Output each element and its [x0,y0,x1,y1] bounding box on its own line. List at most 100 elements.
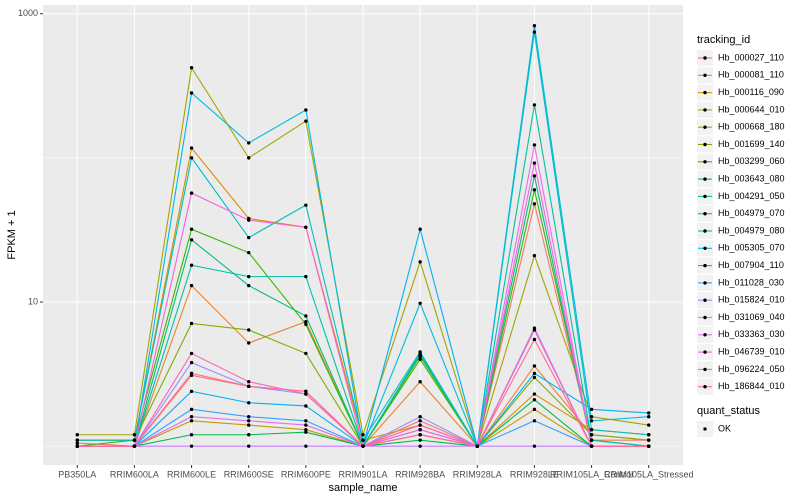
legend-label: Hb_003643_080 [718,173,785,183]
legend-label: Hb_000644_010 [718,104,785,114]
y-axis-title: FPKM + 1 [6,210,18,259]
data-point [189,263,194,267]
data-point [189,371,194,376]
legend-title: tracking_id [697,34,750,46]
data-point [475,444,479,448]
data-point [589,444,594,448]
data-point [647,444,651,448]
shape-legend-label: OK [718,423,731,433]
data-point [361,438,365,442]
legend-point [703,298,707,302]
data-point [189,407,194,412]
x-tick-label: RRIM600LA [110,469,159,479]
legend-point [703,73,707,78]
data-point [132,444,137,448]
data-point [132,438,137,442]
data-point [532,407,537,412]
data-point [247,218,251,222]
data-point [75,433,79,437]
data-point [589,433,594,437]
data-point [189,191,194,195]
legend-point [703,177,707,181]
data-point [304,404,308,408]
data-point [189,415,194,419]
data-point [304,322,308,327]
data-point [589,428,594,432]
legend-point [703,367,707,372]
legend-label: Hb_033363_030 [718,329,785,339]
data-point [589,419,594,423]
data-point [532,328,537,332]
y-tick-label: 10 [28,296,38,306]
data-point [532,375,537,380]
legend-label: Hb_005305_070 [718,243,785,253]
data-point [247,235,251,240]
data-point [418,380,422,384]
legend-point [703,212,707,216]
data-point [304,108,308,112]
data-point [532,161,537,165]
data-point [247,274,251,279]
data-point [189,227,194,231]
data-point [647,411,651,415]
data-point [304,351,308,356]
data-point [532,364,537,368]
data-point [247,444,251,448]
legend-label: Hb_000668_180 [718,122,785,132]
data-point [532,30,537,34]
data-point [418,357,422,362]
data-point [247,419,251,423]
data-point [418,428,422,432]
data-point [247,401,251,405]
data-point [304,389,308,394]
data-point [304,392,308,396]
legend-point [703,90,707,95]
data-point [647,415,651,419]
data-point [304,419,308,423]
legend-point [703,350,707,354]
legend-point [703,125,707,129]
data-point [532,337,537,342]
legend-point [703,385,707,389]
data-point [189,419,194,423]
data-point [189,351,194,356]
data-point [532,398,537,402]
data-point [647,438,651,442]
legend-point [703,229,707,233]
data-point [304,225,308,229]
legend-point [703,194,707,199]
x-tick-label: RRIM928BA [395,469,445,479]
x-tick-label: RRIM901LA [338,469,387,479]
legend-label: Hb_096224_050 [718,364,785,374]
legend-label: Hb_001699_140 [718,139,785,149]
data-point [75,438,79,442]
data-point [304,423,308,427]
legend-label: Hb_000027_110 [718,52,784,62]
data-point [532,188,537,192]
x-axis-title: sample_name [328,482,397,494]
data-point [418,415,422,419]
x-tick-label: RRIM600PE [281,469,331,479]
data-point [247,415,251,419]
data-point [247,328,251,332]
data-point [647,433,651,437]
data-point [247,156,251,160]
data-point [647,423,651,427]
data-point [247,141,251,145]
legend-label: Hb_000116_090 [718,87,784,97]
data-point [304,320,308,324]
legend-label: Hb_004979_070 [718,208,785,218]
data-point [589,407,594,412]
x-tick-label: RRIM105LA_Control [550,469,633,479]
data-point [418,438,422,442]
data-point [247,433,251,437]
data-point [589,415,594,419]
data-point [532,174,537,178]
data-point [418,260,422,264]
shape-legend-title: quant_status [697,405,760,417]
data-point [189,91,194,95]
data-point [532,143,537,147]
data-point [247,380,251,384]
data-point [418,350,422,354]
